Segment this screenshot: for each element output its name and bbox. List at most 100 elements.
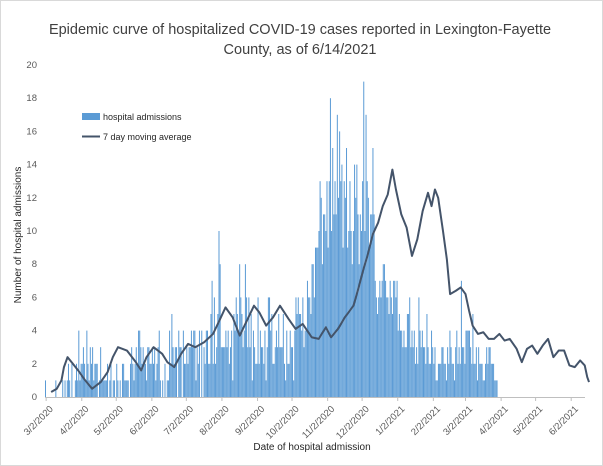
bar xyxy=(375,297,377,397)
moving-average-line xyxy=(50,168,590,393)
bar xyxy=(113,380,115,397)
bar xyxy=(64,380,66,397)
bar xyxy=(225,330,227,397)
bar xyxy=(131,347,133,397)
bar xyxy=(139,330,141,397)
bar xyxy=(146,380,148,397)
bar xyxy=(477,380,478,397)
bar xyxy=(460,280,462,397)
bar xyxy=(140,347,142,397)
bar xyxy=(401,330,403,397)
bar xyxy=(133,380,135,397)
bar xyxy=(280,347,282,397)
bar xyxy=(404,347,406,397)
bar xyxy=(252,330,254,397)
bar xyxy=(136,363,138,397)
bar xyxy=(478,347,480,397)
bar xyxy=(212,363,214,397)
bar xyxy=(383,264,385,397)
bar xyxy=(319,181,321,397)
bar xyxy=(87,363,89,397)
bar xyxy=(333,214,335,397)
bar xyxy=(112,380,114,397)
bar xyxy=(318,231,320,397)
bar xyxy=(125,380,127,397)
bar xyxy=(78,330,80,397)
bar xyxy=(215,363,217,397)
bar xyxy=(419,330,421,397)
bar xyxy=(351,264,353,397)
bar xyxy=(300,314,302,397)
bar xyxy=(279,347,281,397)
bar xyxy=(325,231,327,397)
bar xyxy=(398,314,400,397)
x-tick-label: 6/2/2021 xyxy=(547,404,581,438)
bar xyxy=(86,330,88,397)
bar xyxy=(101,380,103,397)
bar xyxy=(304,330,306,397)
bar xyxy=(158,330,160,397)
bar xyxy=(320,197,322,397)
x-tick-label: 11/2/2020 xyxy=(300,404,337,441)
bar xyxy=(273,363,275,397)
bar xyxy=(127,380,129,397)
bar xyxy=(428,363,430,397)
bar xyxy=(400,330,402,397)
bar xyxy=(178,330,180,397)
bar xyxy=(301,330,303,397)
bar xyxy=(270,330,272,397)
bar xyxy=(220,347,222,397)
bar xyxy=(346,148,348,397)
bar xyxy=(449,330,451,397)
bar xyxy=(328,181,330,397)
bar xyxy=(403,330,405,397)
bar xyxy=(182,330,184,397)
bar xyxy=(425,363,427,397)
bar xyxy=(363,81,365,397)
x-tick-label: 6/2/2020 xyxy=(128,404,162,438)
x-tick-label: 10/2/2020 xyxy=(264,404,302,442)
bar xyxy=(442,347,444,397)
bar xyxy=(358,264,360,397)
bar xyxy=(489,347,491,397)
bar xyxy=(256,363,258,397)
bar xyxy=(367,197,369,397)
bar xyxy=(451,363,453,397)
bar xyxy=(349,181,351,397)
bar xyxy=(440,363,442,397)
bar xyxy=(157,347,159,397)
bar xyxy=(483,380,485,397)
bar xyxy=(297,297,299,397)
y-tick-label: 16 xyxy=(26,126,37,137)
bar xyxy=(481,363,483,397)
bar xyxy=(437,363,439,397)
bar xyxy=(233,314,235,397)
legend-bar-label: hospital admissions xyxy=(103,112,182,122)
bar xyxy=(439,363,441,397)
bar xyxy=(123,363,125,397)
bar xyxy=(465,330,467,397)
bar xyxy=(302,297,304,397)
bar xyxy=(235,297,237,397)
bar xyxy=(473,363,475,397)
bar xyxy=(234,330,236,397)
bar xyxy=(218,231,220,397)
bar xyxy=(331,231,333,397)
bar xyxy=(209,363,211,397)
bar xyxy=(305,330,307,397)
bar xyxy=(335,214,337,397)
bar xyxy=(66,380,68,397)
y-tick-label: 18 xyxy=(26,93,37,104)
bar xyxy=(286,330,288,397)
bar xyxy=(99,380,100,397)
bar xyxy=(323,214,325,397)
bar xyxy=(147,347,149,397)
bar xyxy=(373,214,375,397)
bar xyxy=(231,330,233,397)
y-tick-label: 20 xyxy=(26,60,37,71)
bar xyxy=(289,330,291,397)
bar xyxy=(154,347,156,397)
bar xyxy=(454,380,456,397)
bar xyxy=(410,347,412,397)
bar xyxy=(337,197,339,397)
